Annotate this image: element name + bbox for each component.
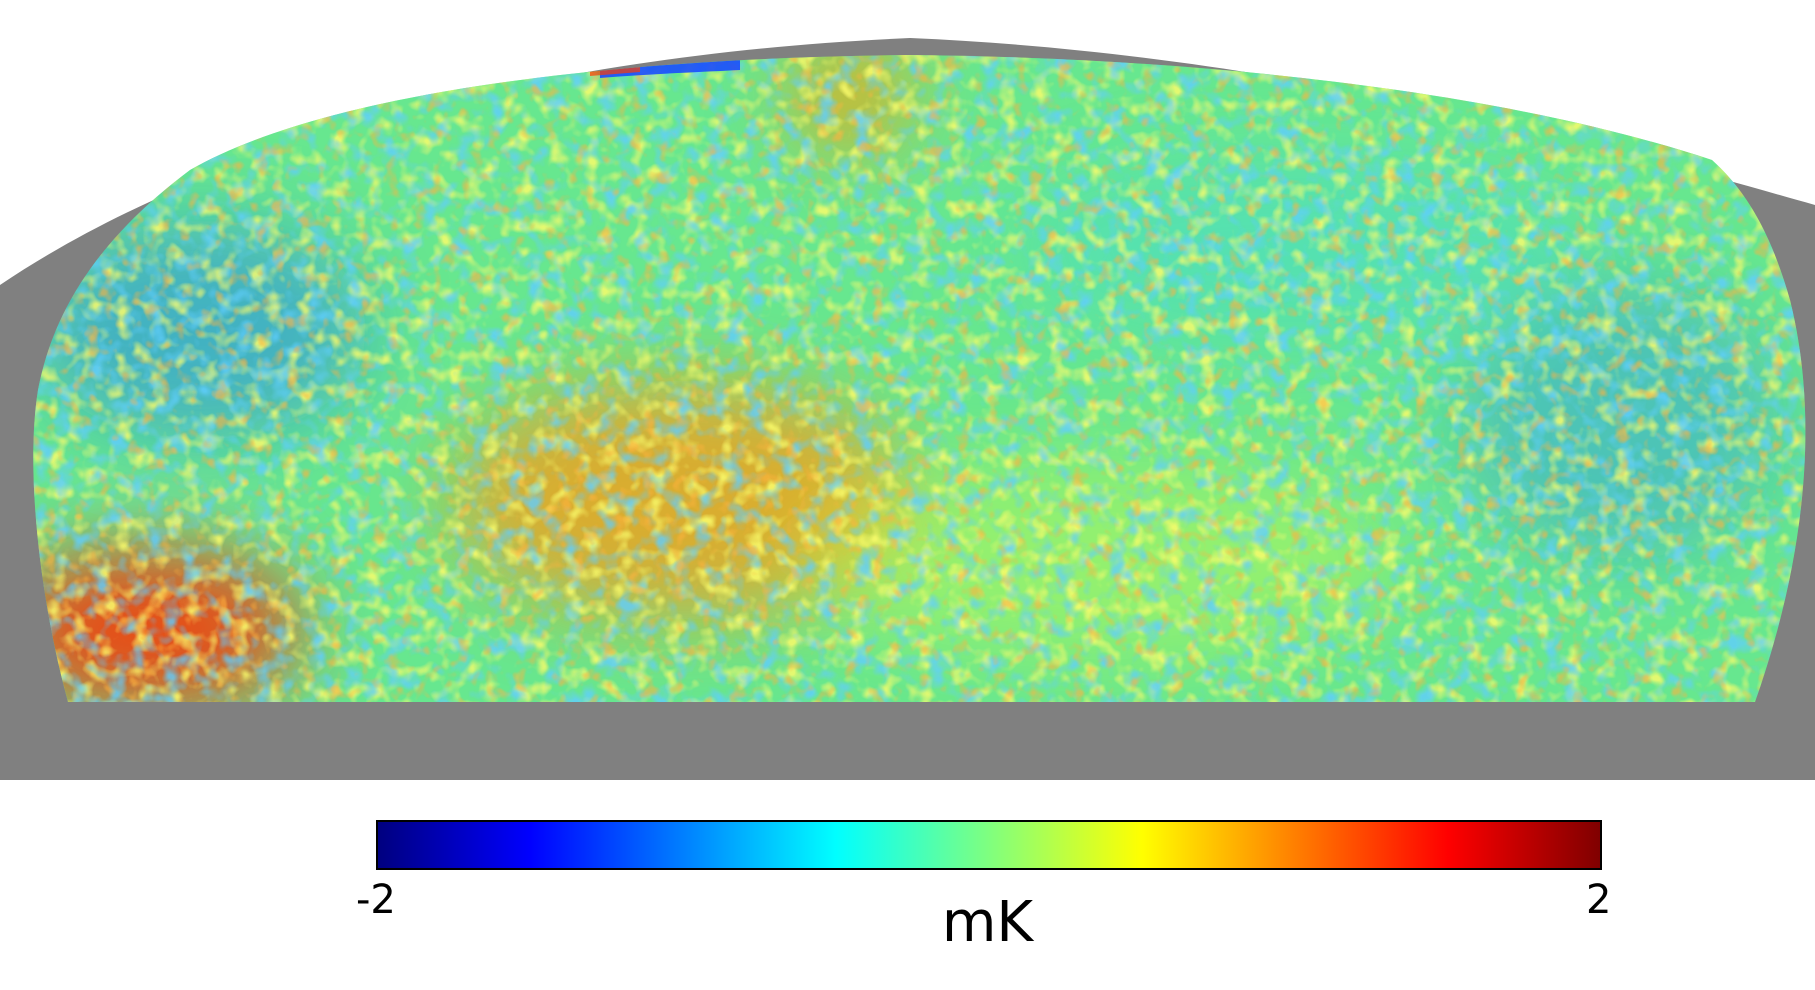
colorbar-unit-label: mK [941, 890, 1034, 955]
colorbar [376, 820, 1602, 870]
colorbar-gradient [376, 820, 1602, 870]
sky-temperature-map [0, 38, 1815, 780]
colorbar-min-label: -2 [356, 877, 396, 923]
colorbar-max-label: 2 [1586, 877, 1612, 923]
observed-sky-patch [33, 55, 1806, 702]
